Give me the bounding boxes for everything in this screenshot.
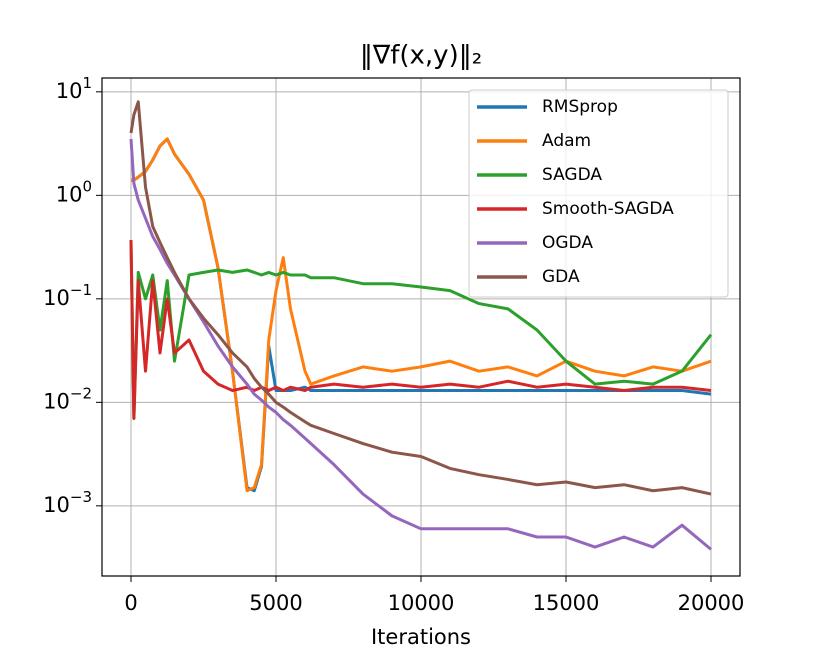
x-tick-label: 20000 xyxy=(678,591,745,615)
series-line xyxy=(129,100,712,496)
legend-label: OGDA xyxy=(542,233,593,253)
legend-label: GDA xyxy=(542,267,580,287)
x-axis-label: Iterations xyxy=(371,625,471,649)
x-tick-label: 0 xyxy=(124,591,137,615)
series-line xyxy=(129,138,712,551)
x-tick-label: 15000 xyxy=(533,591,600,615)
x-tick-label: 10000 xyxy=(388,591,455,615)
legend: RMSprop Adam SAGDA Smooth-SAGDA OGDA GDA xyxy=(468,89,729,298)
y-tick-label: 10−2 xyxy=(43,384,92,414)
y-tick-label: 10−1 xyxy=(43,280,92,310)
legend-label: Smooth-SAGDA xyxy=(542,199,674,219)
series-line xyxy=(131,137,712,493)
legend-label: RMSprop xyxy=(542,97,618,117)
chart-title: ‖∇f(x,y)‖₂ xyxy=(360,41,482,71)
plot-frame xyxy=(101,77,741,577)
y-tick-label: 100 xyxy=(56,177,92,207)
series-line xyxy=(129,239,712,420)
legend-box xyxy=(468,89,729,298)
y-tick-label: 101 xyxy=(56,73,92,103)
legend-label: Adam xyxy=(542,131,591,151)
x-tick-label: 5000 xyxy=(249,591,302,615)
legend-label: SAGDA xyxy=(542,165,602,185)
y-tick-label: 10−3 xyxy=(43,487,92,517)
series-line xyxy=(129,242,713,420)
